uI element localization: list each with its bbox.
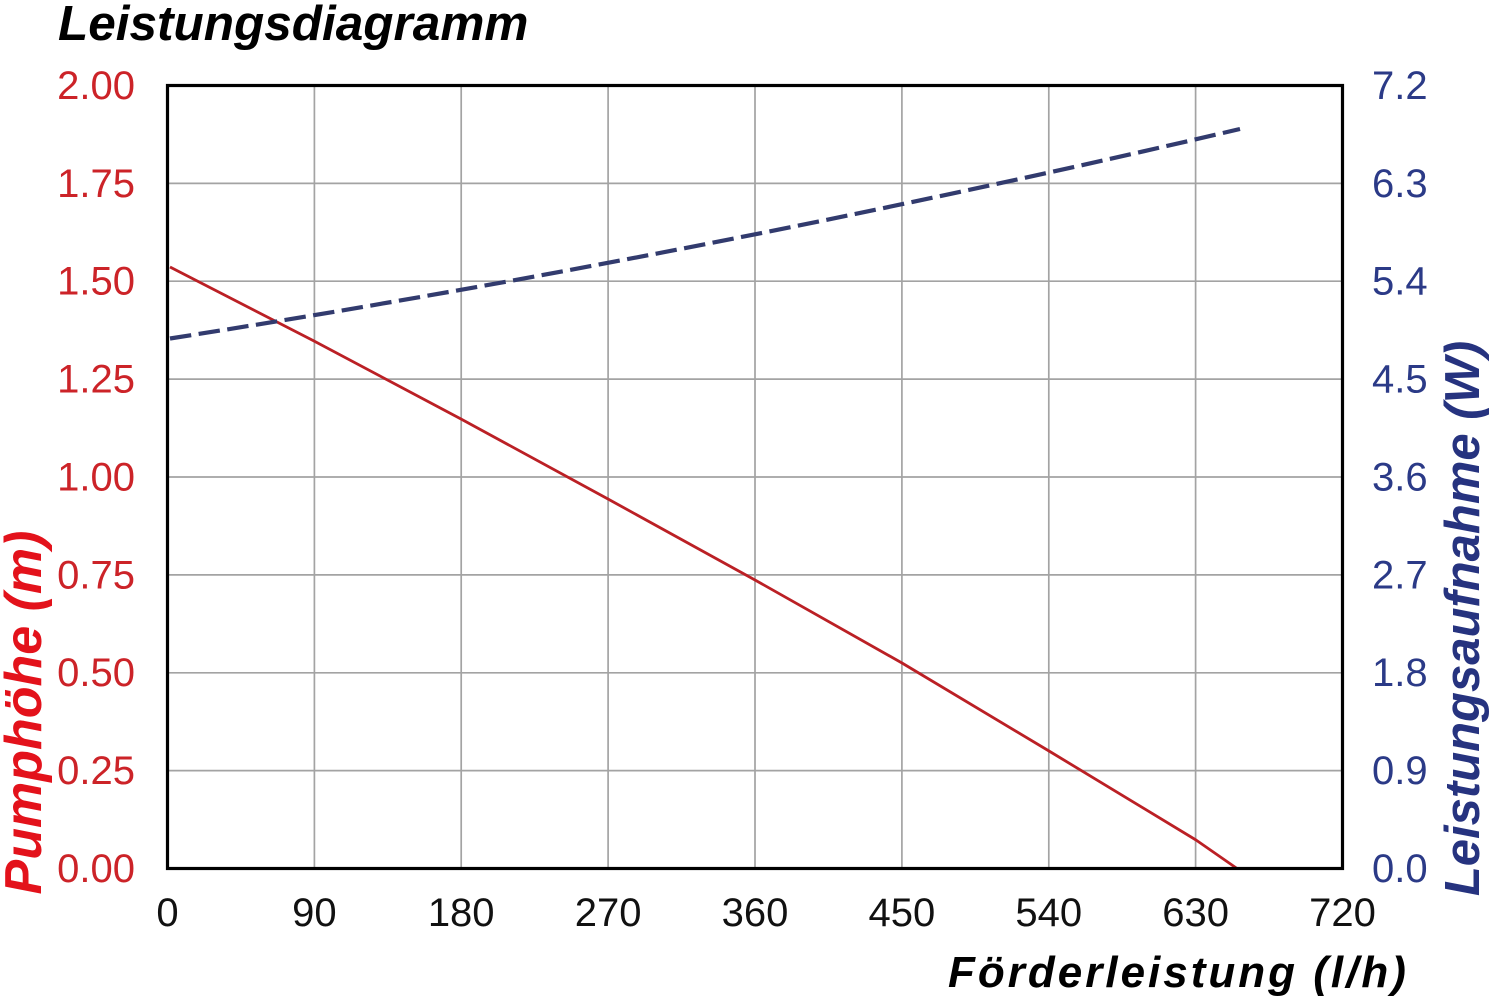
svg-text:180: 180 [428,891,495,935]
svg-text:6.3: 6.3 [1372,162,1428,206]
svg-text:5.4: 5.4 [1372,260,1428,304]
svg-text:0.50: 0.50 [57,651,135,695]
svg-text:Förderleistung (l/h): Förderleistung (l/h) [948,948,1409,997]
svg-text:1.00: 1.00 [57,456,135,500]
svg-text:2.00: 2.00 [57,64,135,108]
svg-text:Pumphöhe (m): Pumphöhe (m) [0,531,53,895]
svg-text:0.0: 0.0 [1372,847,1428,891]
svg-text:720: 720 [1309,891,1376,935]
svg-text:Leistungsdiagramm: Leistungsdiagramm [58,0,528,51]
svg-text:1.25: 1.25 [57,358,135,402]
svg-text:360: 360 [722,891,789,935]
svg-text:1.8: 1.8 [1372,651,1428,695]
svg-text:540: 540 [1015,891,1082,935]
svg-text:0.00: 0.00 [57,847,135,891]
svg-text:630: 630 [1162,891,1229,935]
svg-text:0.9: 0.9 [1372,749,1428,793]
svg-text:0.75: 0.75 [57,553,135,597]
svg-text:2.7: 2.7 [1372,553,1428,597]
svg-text:7.2: 7.2 [1372,64,1428,108]
svg-text:1.50: 1.50 [57,260,135,304]
svg-text:1.75: 1.75 [57,162,135,206]
svg-text:450: 450 [869,891,936,935]
svg-text:270: 270 [575,891,642,935]
svg-text:90: 90 [292,891,337,935]
svg-text:0: 0 [156,891,178,935]
svg-text:4.5: 4.5 [1372,358,1428,402]
svg-text:Leistungsaufnahme (W): Leistungsaufnahme (W) [1436,341,1490,896]
svg-text:0.25: 0.25 [57,749,135,793]
svg-text:3.6: 3.6 [1372,456,1428,500]
